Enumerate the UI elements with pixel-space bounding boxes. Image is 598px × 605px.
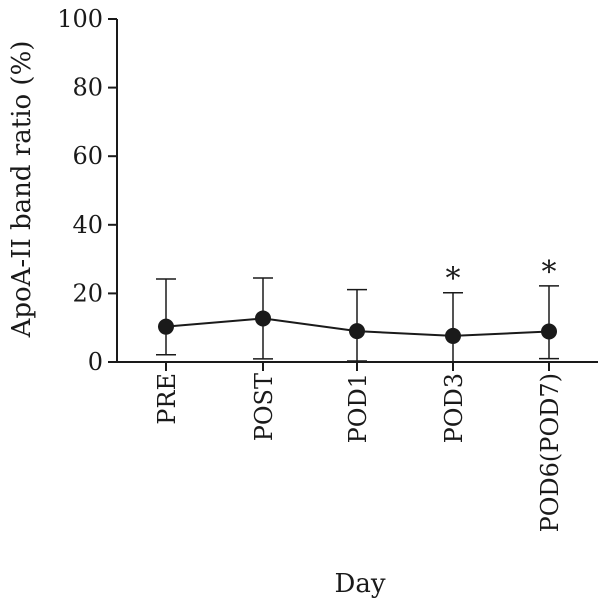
x-tick-label: POD6(POD7) (536, 373, 564, 532)
significance-marker: * (542, 255, 557, 290)
y-axis-title: ApoA-II band ratio (%) (7, 41, 37, 339)
data-point (255, 310, 271, 327)
y-tick-label: 100 (57, 5, 103, 33)
data-point (158, 318, 174, 335)
data-point (541, 323, 557, 340)
significance-marker: * (446, 262, 461, 297)
x-axis-title: Day (334, 569, 385, 599)
y-tick-label: 40 (72, 211, 103, 239)
y-axis-ticks: 0 20 40 60 80 100 (57, 5, 117, 376)
x-tick-label: POD3 (440, 373, 468, 443)
series-group: * * (156, 255, 559, 363)
data-point (445, 327, 461, 344)
x-tick-label: POD1 (344, 373, 372, 443)
y-tick-label: 60 (72, 142, 103, 170)
x-tick-label: PRE (153, 373, 181, 425)
x-axis-ticks: PRE POST POD1 POD3 POD6(POD7) (153, 362, 564, 532)
data-point (349, 323, 365, 340)
y-tick-label: 20 (72, 279, 103, 307)
y-tick-label: 80 (72, 74, 103, 102)
y-tick-label: 0 (88, 348, 103, 376)
x-tick-label: POST (250, 373, 278, 441)
